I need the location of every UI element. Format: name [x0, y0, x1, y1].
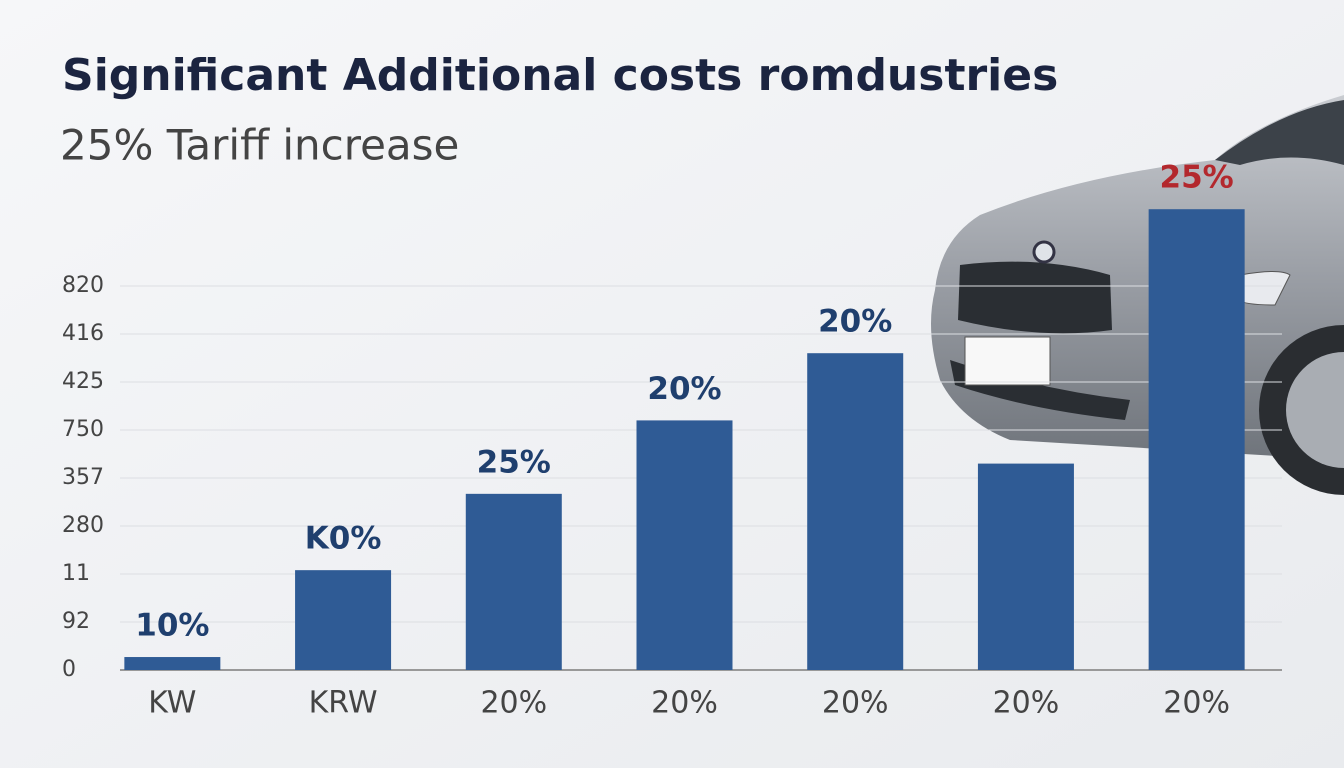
bar-label: 10%	[135, 608, 209, 644]
bar	[124, 657, 221, 670]
y-tick-label: 11	[62, 561, 90, 586]
x-tick-label: 20%	[822, 686, 889, 721]
y-tick-label: 750	[62, 417, 104, 442]
bar-label: K0%	[305, 521, 382, 557]
y-tick-label: 280	[62, 513, 104, 538]
y-tick-label: 357	[62, 465, 104, 490]
bar	[295, 570, 392, 670]
x-tick-label: 20%	[651, 686, 718, 721]
x-tick-label: KRW	[309, 686, 378, 721]
y-tick-label: 0	[62, 657, 76, 682]
bar-label: 25%	[1160, 160, 1234, 196]
y-tick-label: 416	[62, 321, 104, 346]
x-tick-label: 20%	[480, 686, 547, 721]
y-tick-label: 820	[62, 273, 104, 298]
bar-label: 20%	[647, 371, 721, 407]
bar	[465, 493, 562, 670]
chart-title: Significant Additional costs romdustries	[62, 50, 1058, 101]
x-tick-label: KW	[148, 686, 196, 721]
x-tick-label: 20%	[1163, 686, 1230, 721]
bar	[1148, 209, 1245, 670]
bar	[807, 353, 904, 670]
bar	[636, 420, 733, 670]
y-tick-label: 425	[62, 369, 104, 394]
chart-subtitle: 25% Tariff increase	[60, 121, 459, 170]
y-tick-label: 92	[62, 609, 90, 634]
bar	[977, 463, 1074, 670]
x-tick-label: 20%	[993, 686, 1060, 721]
bar-label: 20%	[818, 304, 892, 340]
bar-label: 25%	[477, 444, 551, 480]
